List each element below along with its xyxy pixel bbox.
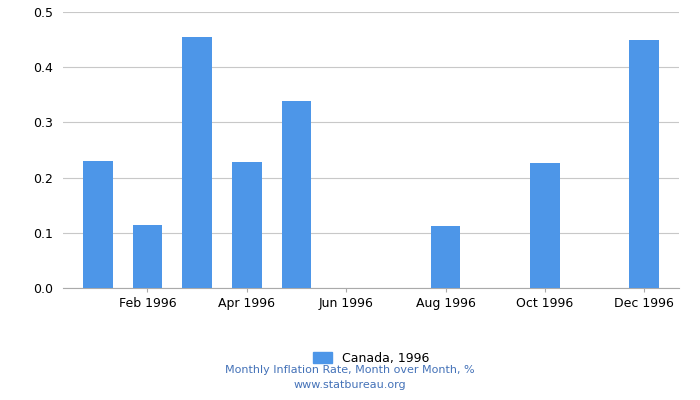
Bar bbox=[430, 226, 461, 288]
Bar bbox=[281, 102, 312, 288]
Bar bbox=[83, 161, 113, 288]
Text: Monthly Inflation Rate, Month over Month, %: Monthly Inflation Rate, Month over Month… bbox=[225, 365, 475, 375]
Legend: Canada, 1996: Canada, 1996 bbox=[308, 347, 434, 370]
Bar bbox=[132, 224, 162, 288]
Bar bbox=[629, 40, 659, 288]
Text: www.statbureau.org: www.statbureau.org bbox=[294, 380, 406, 390]
Bar bbox=[182, 37, 212, 288]
Bar bbox=[232, 162, 262, 288]
Bar bbox=[530, 163, 560, 288]
